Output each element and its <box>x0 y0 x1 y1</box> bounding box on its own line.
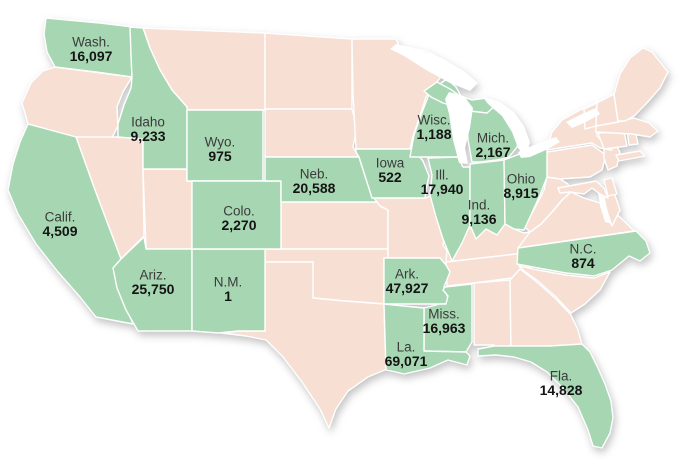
state-long-island <box>615 150 646 162</box>
state-label-nebraska: Neb. <box>300 167 329 182</box>
state-maine <box>613 47 669 122</box>
state-south-dakota <box>264 108 360 158</box>
state-value-arkansas: 47,927 <box>386 280 429 296</box>
state-value-new-mexico: 1 <box>224 288 232 304</box>
state-value-nebraska: 20,588 <box>293 180 336 196</box>
state-value-florida: 14,828 <box>540 382 583 398</box>
state-value-indiana: 9,136 <box>461 211 496 227</box>
state-value-illinois: 17,940 <box>421 181 464 197</box>
state-pennsylvania <box>546 144 607 180</box>
state-label-iowa: Iowa <box>376 156 405 171</box>
state-value-ohio: 8,915 <box>503 185 538 201</box>
state-value-colorado: 2,270 <box>221 217 256 233</box>
state-new-hampshire <box>595 93 619 127</box>
chesapeake-bay <box>598 192 612 224</box>
state-label-california: Calif. <box>45 210 76 225</box>
state-value-california: 4,509 <box>42 223 77 239</box>
great-lakes-group <box>390 44 612 224</box>
state-value-idaho: 9,233 <box>130 128 165 144</box>
state-idaho <box>117 26 188 170</box>
state-delaware <box>603 177 618 197</box>
state-label-washington: Wash. <box>72 35 110 50</box>
state-label-florida: Fla. <box>550 369 573 384</box>
state-label-arizona: Ariz. <box>140 268 167 283</box>
state-florida <box>477 343 614 449</box>
state-label-north-carolina: N.C. <box>570 242 597 257</box>
lake-michigan <box>445 92 473 164</box>
state-label-indiana: Ind. <box>468 198 491 213</box>
state-louisiana <box>383 303 471 375</box>
state-label-new-mexico: N.M. <box>214 275 243 290</box>
state-label-ohio: Ohio <box>507 172 536 187</box>
state-label-mississippi: Miss. <box>428 307 460 322</box>
state-arkansas <box>383 257 451 305</box>
state-label-illinois: Ill. <box>435 168 449 183</box>
state-maryland <box>557 180 609 199</box>
state-value-north-carolina: 874 <box>571 255 595 271</box>
state-label-arkansas: Ark. <box>395 267 419 282</box>
state-value-wyoming: 975 <box>208 148 232 164</box>
state-label-louisiana: La. <box>397 340 416 355</box>
state-kansas <box>280 201 389 250</box>
state-south-carolina <box>518 265 611 314</box>
lake-superior <box>390 44 478 91</box>
state-value-louisiana: 69,071 <box>385 353 428 369</box>
state-label-colorado: Colo. <box>223 204 255 219</box>
state-value-iowa: 522 <box>378 169 402 185</box>
state-utah <box>142 168 193 250</box>
state-value-washington: 16,097 <box>70 48 113 64</box>
state-value-wisconsin: 1,188 <box>416 126 451 142</box>
state-texas <box>220 261 388 429</box>
landmass-group <box>7 17 669 449</box>
lake-ontario <box>566 108 600 128</box>
state-washington <box>43 17 134 78</box>
state-value-arizona: 25,750 <box>132 281 175 297</box>
state-label-wyoming: Wyo. <box>205 135 236 150</box>
lake-erie <box>518 137 560 158</box>
state-north-dakota <box>264 32 353 110</box>
state-north-carolina <box>516 230 651 277</box>
state-value-mississippi: 16,963 <box>423 320 466 336</box>
highlighted-states-group <box>7 17 651 449</box>
state-alabama <box>473 279 514 357</box>
state-colorado <box>191 180 282 250</box>
state-label-idaho: Idaho <box>131 115 165 130</box>
lake-huron <box>482 96 530 158</box>
state-label-michigan: Mich. <box>477 131 509 146</box>
state-illinois <box>427 156 471 262</box>
state-california <box>7 123 134 325</box>
state-value-michigan: 2,167 <box>475 144 510 160</box>
state-label-wisconsin: Wisc. <box>418 113 451 128</box>
